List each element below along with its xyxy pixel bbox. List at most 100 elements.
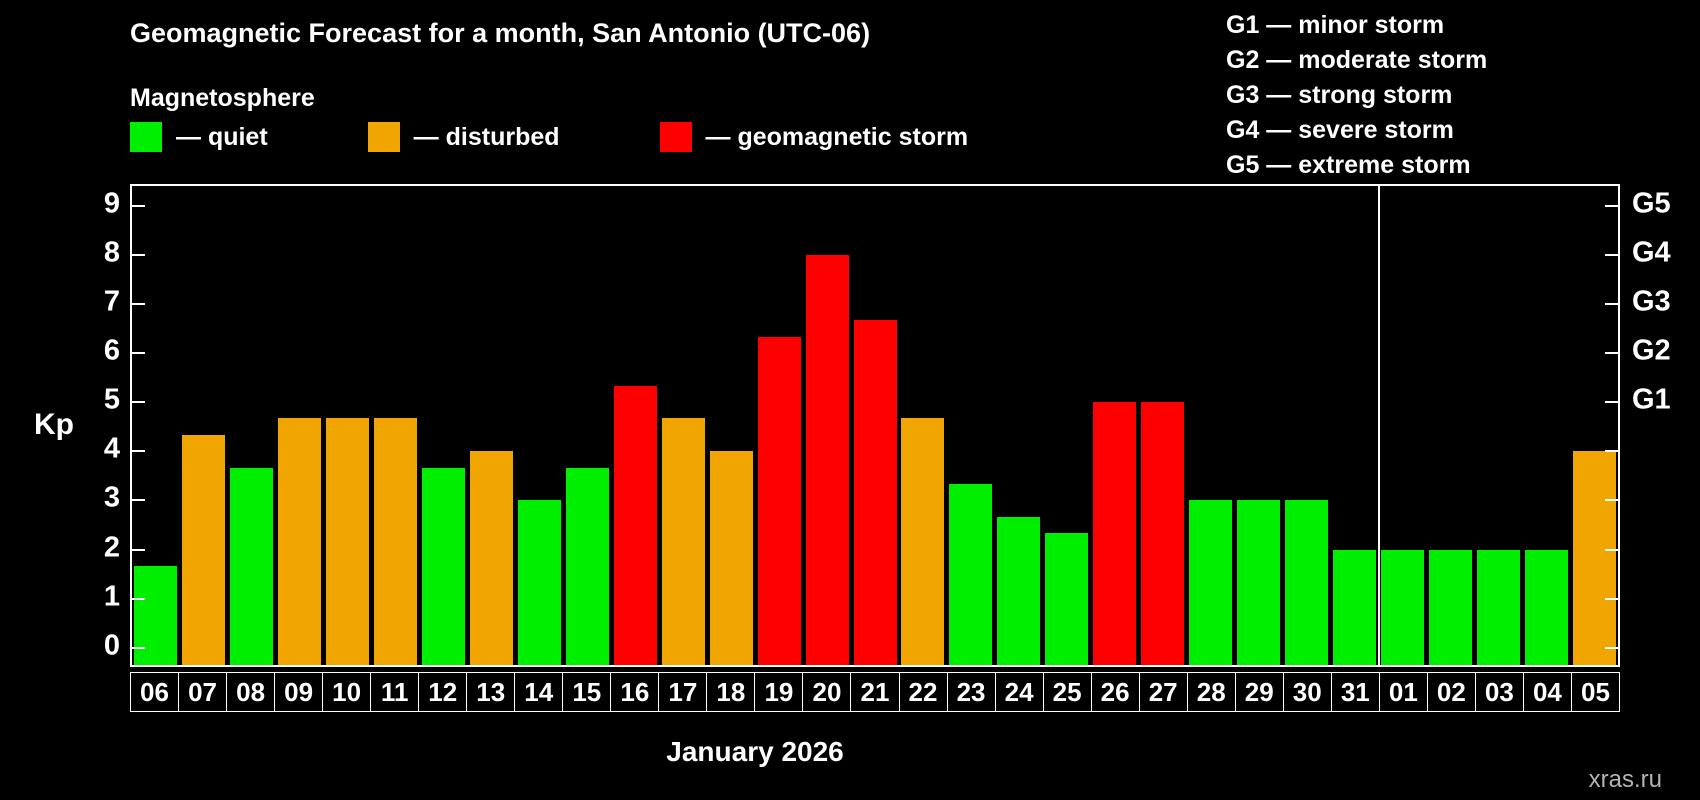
- g-scale-tick-G3: G3: [1632, 285, 1671, 318]
- day-label-28: 28: [1186, 672, 1236, 712]
- bar-day-10: [326, 418, 370, 665]
- bar-slot: [755, 186, 803, 665]
- y-axis-right-g-labels: G1 G2 G3 G4 G5: [1632, 184, 1698, 667]
- day-label-19: 19: [754, 672, 804, 712]
- axis-tick-left-5: [132, 401, 145, 404]
- day-label-22: 22: [898, 672, 948, 712]
- day-label-14: 14: [514, 672, 564, 712]
- day-label-10: 10: [322, 672, 372, 712]
- bar-day-06: [134, 565, 178, 665]
- g-scale-tick-G5: G5: [1632, 187, 1671, 220]
- legend-item-disturbed: — disturbed: [367, 122, 560, 152]
- bar-slot: [1043, 186, 1091, 665]
- bar-day-02: [1428, 549, 1472, 665]
- axis-tick-left-4: [132, 450, 145, 453]
- bar-slot: [1378, 186, 1426, 665]
- bar-day-19: [757, 336, 801, 665]
- bar-day-30: [1284, 500, 1328, 665]
- day-label-24: 24: [994, 672, 1044, 712]
- y-axis-left-labels: 0 1 2 3 4 5 6 7 8 9: [30, 184, 120, 667]
- bars-container: [132, 186, 1618, 665]
- bar-day-17: [661, 418, 705, 665]
- day-label-20: 20: [802, 672, 852, 712]
- day-label-29: 29: [1234, 672, 1284, 712]
- bar-day-07: [182, 435, 226, 665]
- bar-day-24: [997, 516, 1041, 665]
- day-label-01: 01: [1378, 672, 1428, 712]
- bar-slot: [1283, 186, 1331, 665]
- bar-day-01: [1380, 549, 1424, 665]
- day-label-18: 18: [706, 672, 756, 712]
- axis-tick-right-1: [1605, 597, 1618, 600]
- g-legend-line-2: G2 — moderate storm: [1226, 46, 1488, 74]
- bar-day-23: [949, 484, 993, 665]
- bar-slot: [1330, 186, 1378, 665]
- page-title: Geomagnetic Forecast for a month, San An…: [130, 18, 871, 48]
- day-label-06: 06: [130, 672, 180, 712]
- bar-day-08: [230, 467, 274, 665]
- bar-day-28: [1189, 500, 1233, 665]
- bar-slot: [1187, 186, 1235, 665]
- bar-slot: [1426, 186, 1474, 665]
- axis-tick-right-5: [1605, 401, 1618, 404]
- bar-day-26: [1093, 402, 1137, 665]
- y-tick-label-7: 7: [103, 285, 120, 318]
- day-label-02: 02: [1426, 672, 1476, 712]
- day-label-26: 26: [1090, 672, 1140, 712]
- bar-day-18: [709, 451, 753, 665]
- watermark: xras.ru: [1588, 766, 1662, 793]
- axis-tick-left-0: [132, 646, 145, 649]
- axis-tick-left-2: [132, 548, 145, 551]
- bar-slot: [1522, 186, 1570, 665]
- bar-slot: [1091, 186, 1139, 665]
- day-label-08: 08: [226, 672, 276, 712]
- day-label-25: 25: [1042, 672, 1092, 712]
- bar-slot: [899, 186, 947, 665]
- axis-tick-left-6: [132, 352, 145, 355]
- bar-day-31: [1332, 549, 1376, 665]
- day-label-17: 17: [658, 672, 708, 712]
- bar-day-04: [1524, 549, 1568, 665]
- bar-slot: [803, 186, 851, 665]
- y-tick-label-2: 2: [103, 531, 120, 564]
- y-tick-label-6: 6: [103, 334, 120, 367]
- axis-tick-right-2: [1605, 548, 1618, 551]
- bar-slot: [851, 186, 899, 665]
- y-tick-label-9: 9: [103, 187, 120, 220]
- plot-area: [130, 184, 1620, 667]
- day-label-23: 23: [946, 672, 996, 712]
- axis-tick-left-8: [132, 253, 145, 256]
- bar-slot: [132, 186, 180, 665]
- g-scale-tick-G2: G2: [1632, 334, 1671, 367]
- day-label-05: 05: [1570, 672, 1620, 712]
- day-label-12: 12: [418, 672, 468, 712]
- legend-swatch-disturbed: [367, 122, 400, 152]
- y-tick-label-4: 4: [103, 432, 120, 465]
- month-separator-line: [1378, 186, 1381, 665]
- bar-day-21: [853, 320, 897, 665]
- day-label-21: 21: [850, 672, 900, 712]
- bar-day-14: [517, 500, 561, 665]
- y-axis-label: Kp: [34, 408, 74, 441]
- g-scale-tick-G1: G1: [1632, 383, 1671, 416]
- bar-slot: [563, 186, 611, 665]
- g-legend-line-1: G1 — minor storm: [1226, 11, 1445, 39]
- day-label-15: 15: [562, 672, 612, 712]
- bar-day-05: [1572, 451, 1616, 665]
- bar-day-09: [278, 418, 322, 665]
- axis-tick-right-6: [1605, 352, 1618, 355]
- g-legend-line-4: G4 — severe storm: [1226, 116, 1454, 144]
- axis-tick-right-9: [1605, 204, 1618, 207]
- bar-slot: [995, 186, 1043, 665]
- axis-tick-right-3: [1605, 499, 1618, 502]
- legend-label-disturbed: — disturbed: [413, 122, 560, 151]
- g-scale-legend: G1 — minor storm G2 — moderate storm G3 — …: [1226, 8, 1487, 183]
- legend-item-storm: — geomagnetic storm: [659, 122, 968, 152]
- day-label-16: 16: [610, 672, 660, 712]
- y-tick-label-5: 5: [103, 383, 120, 416]
- g-scale-tick-G4: G4: [1632, 236, 1671, 269]
- bar-day-03: [1476, 549, 1520, 665]
- bar-day-25: [1045, 533, 1089, 665]
- g-legend-line-3: G3 — strong storm: [1226, 81, 1453, 109]
- bar-day-27: [1141, 402, 1185, 665]
